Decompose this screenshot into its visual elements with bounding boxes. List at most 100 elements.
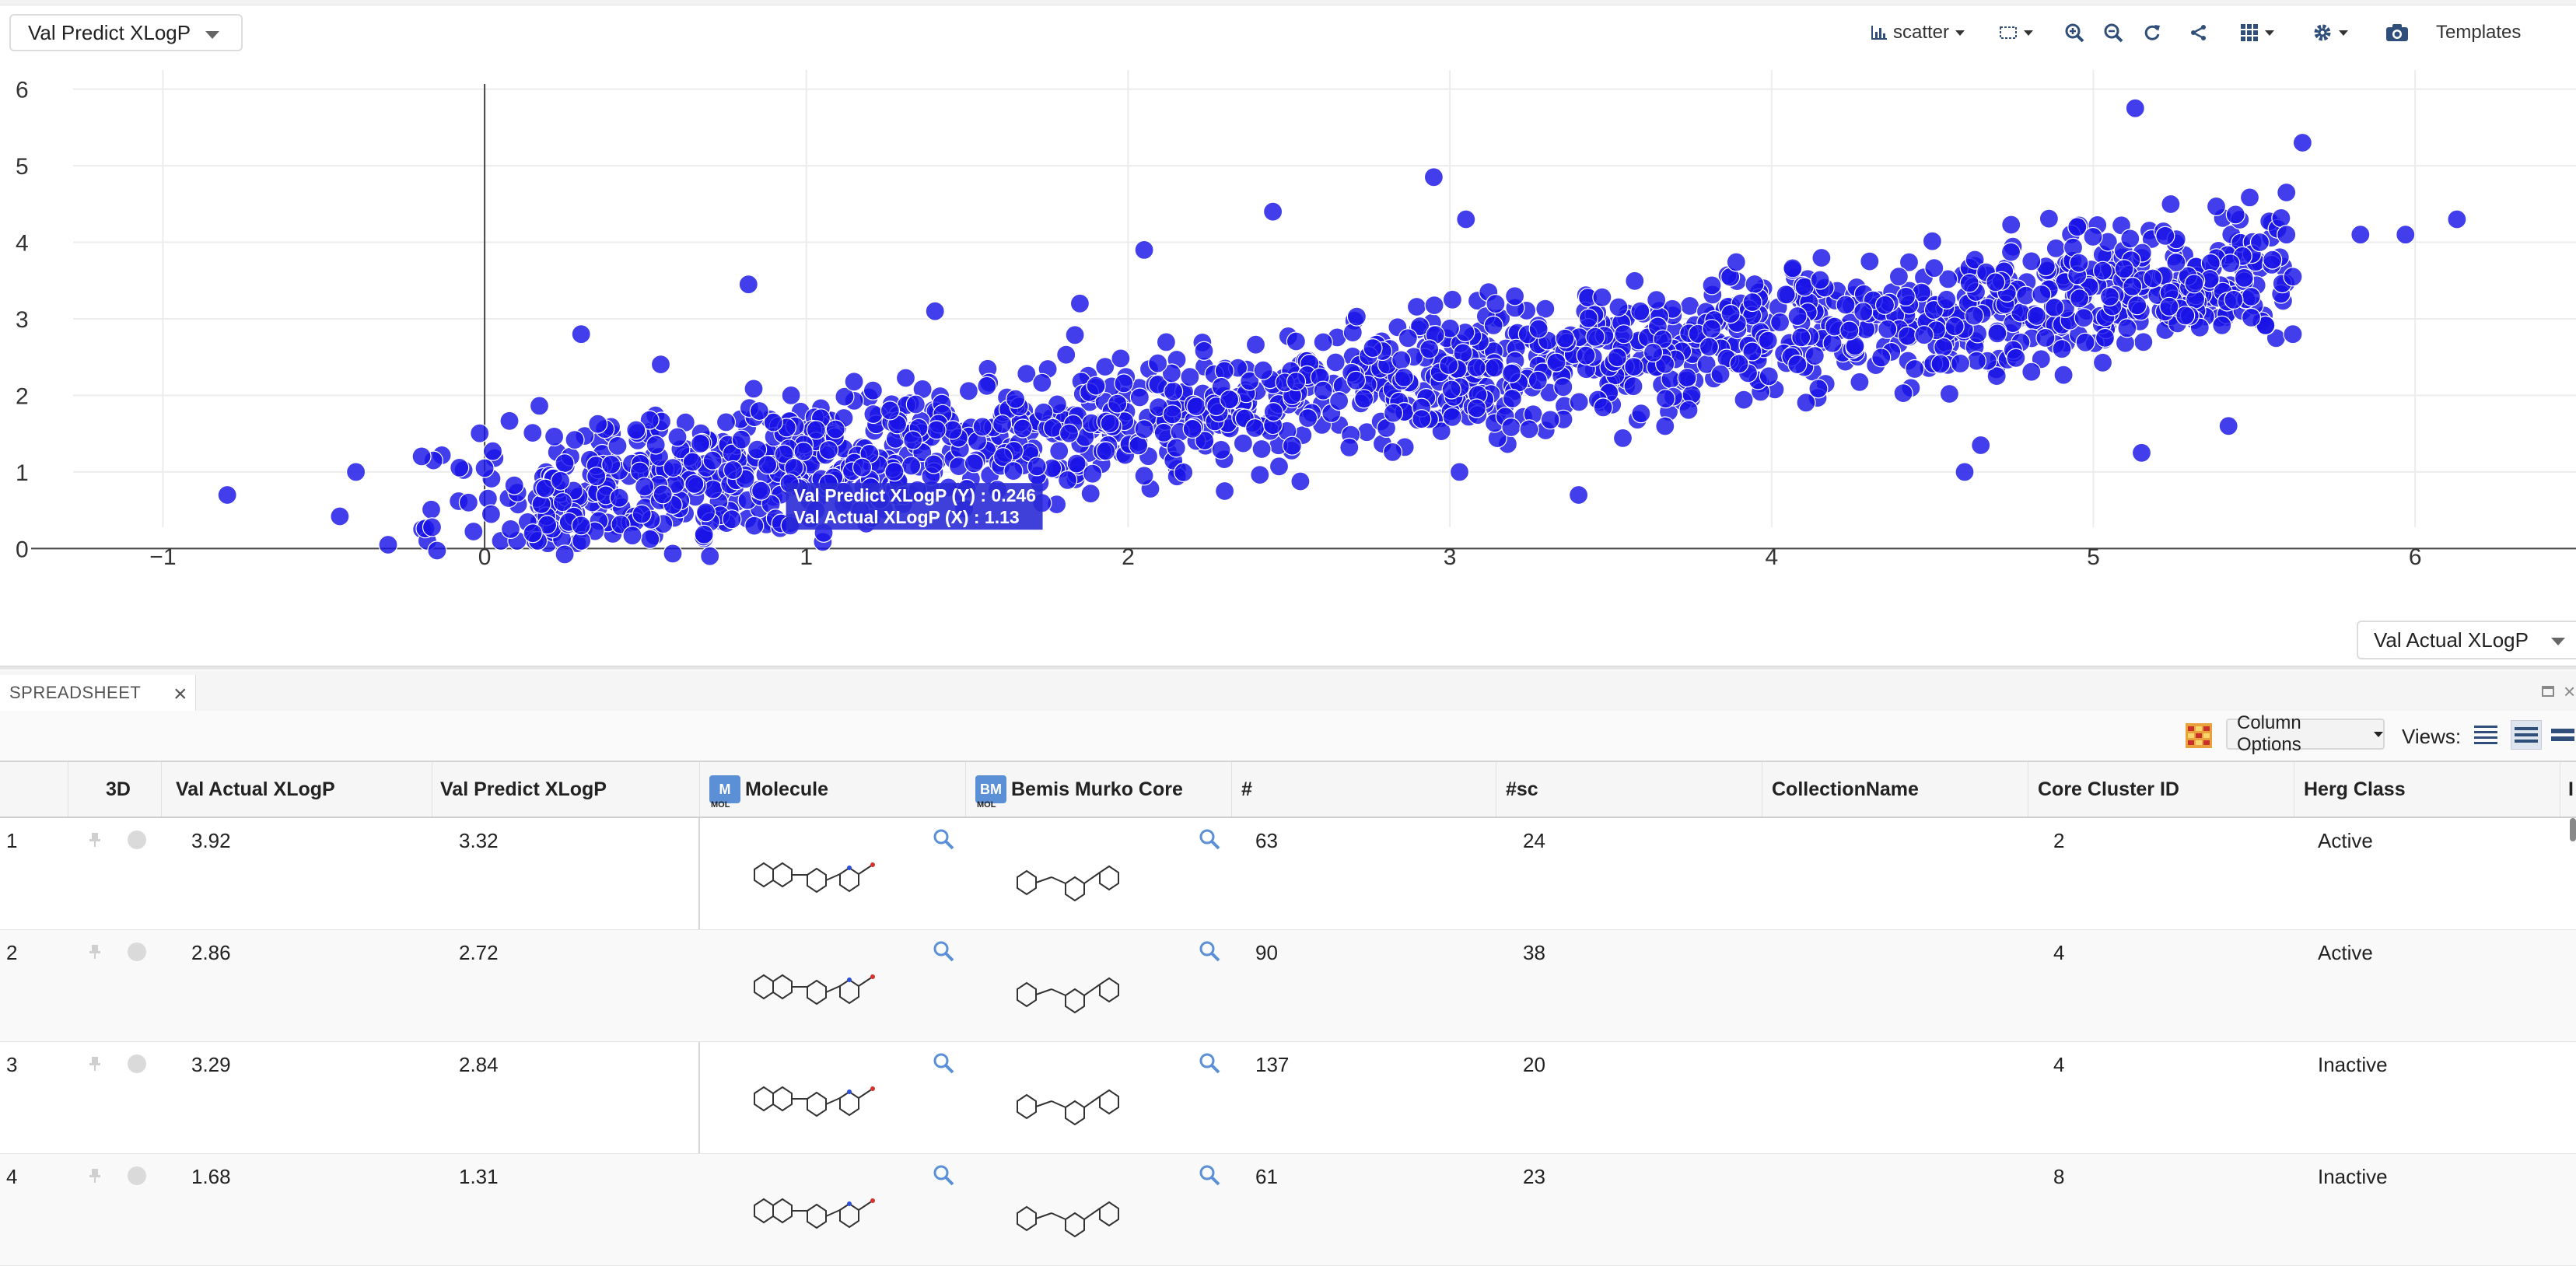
data-point <box>1895 286 1916 306</box>
table-row[interactable]: 2 2.86 2.72 <box>0 930 2576 1042</box>
pin-icon[interactable] <box>87 1168 103 1184</box>
data-point <box>844 372 864 392</box>
scatter-plot[interactable]: −1 0 1 2 3 4 5 6 0 1 2 3 4 5 6 Val Predict XLogP (Y) :… <box>0 70 2576 614</box>
chevron-down-icon <box>2339 30 2348 36</box>
data-point <box>1938 269 1958 289</box>
search-icon[interactable] <box>1198 939 1221 963</box>
data-point <box>537 515 558 535</box>
data-point <box>1555 328 1575 348</box>
x-tick-label: 1 <box>800 544 813 570</box>
data-point <box>1086 376 1106 396</box>
data-point <box>2155 226 2175 246</box>
col-header-murko-label: Bemis Murko Core <box>1011 778 1183 800</box>
search-icon[interactable] <box>1198 827 1221 851</box>
snapshot-button[interactable] <box>2375 16 2419 50</box>
table-row[interactable]: 1 3.92 3.32 <box>0 818 2576 930</box>
data-point <box>427 540 447 561</box>
data-point <box>1095 357 1115 377</box>
col-header-collection[interactable]: CollectionName <box>1762 762 2028 817</box>
data-point <box>1439 355 1459 376</box>
data-point <box>1759 366 1779 386</box>
x-axis-select[interactable]: Val Actual XLogP <box>2357 621 2576 659</box>
layout-grid-dropdown[interactable] <box>2226 16 2288 50</box>
plot-type-dropdown[interactable]: scatter <box>1859 16 1976 50</box>
data-point <box>1059 423 1080 443</box>
data-point <box>1811 247 1832 268</box>
data-point <box>646 435 666 455</box>
col-header-actual[interactable]: Val Actual XLogP <box>165 762 432 817</box>
col-header-sc[interactable]: #sc <box>1496 762 1762 817</box>
select-mode-dropdown[interactable] <box>1985 16 2047 50</box>
data-point <box>1174 462 1194 483</box>
col-header-cluster[interactable]: Core Cluster ID <box>2028 762 2294 817</box>
data-point <box>835 386 855 407</box>
data-point <box>1083 463 1103 484</box>
search-icon[interactable] <box>1198 1051 1221 1075</box>
3d-toggle-icon[interactable] <box>128 943 146 961</box>
data-point <box>992 447 1013 467</box>
3d-toggle-icon[interactable] <box>128 831 146 849</box>
data-point <box>818 440 839 460</box>
search-icon[interactable] <box>932 1163 955 1187</box>
col-header-index[interactable] <box>0 762 68 817</box>
col-header-predict[interactable]: Val Predict XLogP <box>432 762 700 817</box>
select-box-icon <box>2000 26 2017 39</box>
view-compact-button[interactable] <box>2470 720 2501 750</box>
data-point <box>571 516 591 536</box>
col-header-3d[interactable]: 3D <box>68 762 162 817</box>
col-header-herg[interactable]: Herg Class <box>2294 762 2560 817</box>
col-header-molecule[interactable]: M MOL Molecule <box>700 762 966 817</box>
data-point <box>1966 351 1986 371</box>
table-row[interactable]: 4 1.68 1.31 <box>0 1154 2576 1266</box>
pin-icon[interactable] <box>87 832 103 848</box>
column-options-button[interactable]: Column Options <box>2226 712 2385 755</box>
data-point <box>1568 484 1589 505</box>
col-header-trailing[interactable]: I <box>2568 778 2574 800</box>
col-header-murko[interactable]: BM MOL Bemis Murko Core <box>966 762 1232 817</box>
zoom-out-button[interactable] <box>2094 16 2133 50</box>
3d-toggle-icon[interactable] <box>128 1054 146 1073</box>
3d-toggle-icon[interactable] <box>128 1166 146 1185</box>
close-panel-icon[interactable]: × <box>2564 680 2576 703</box>
data-point <box>2127 296 2147 316</box>
y-axis-select[interactable]: Val Predict XLogP <box>9 14 243 51</box>
tab-spreadsheet[interactable]: SPREADSHEET × <box>0 675 196 711</box>
search-icon[interactable] <box>1198 1163 1221 1187</box>
table-row[interactable]: 3 3.29 2.84 <box>0 1042 2576 1154</box>
y-axis-select-value: Val Predict XLogP <box>28 20 191 44</box>
panel-splitter[interactable] <box>0 666 2576 670</box>
reset-button[interactable] <box>2133 16 2172 50</box>
search-icon[interactable] <box>932 1051 955 1075</box>
zoom-in-button[interactable] <box>2055 16 2094 50</box>
view-normal-button[interactable] <box>2511 720 2542 750</box>
data-point <box>1528 319 1549 339</box>
data-point <box>903 430 923 450</box>
data-point <box>2277 182 2297 203</box>
pin-icon[interactable] <box>87 1056 103 1072</box>
search-icon[interactable] <box>932 939 955 963</box>
vertical-scrollbar[interactable] <box>2570 818 2576 841</box>
data-point <box>1959 273 1979 293</box>
share-button[interactable] <box>2179 16 2218 50</box>
data-point <box>1442 289 1463 310</box>
col-header-count[interactable]: # <box>1232 762 1496 817</box>
cell-predict: 3.32 <box>459 829 499 852</box>
search-icon[interactable] <box>932 827 955 851</box>
spreadsheet-toolbar: Column Options Views: <box>0 711 2576 761</box>
data-point <box>635 477 655 497</box>
data-point <box>1576 345 1596 365</box>
data-point <box>1519 419 1539 439</box>
settings-icon <box>2314 24 2331 41</box>
pin-icon[interactable] <box>87 944 103 960</box>
heatmap-icon[interactable] <box>2186 723 2212 748</box>
maximize-icon[interactable] <box>2542 686 2554 697</box>
view-expanded-button[interactable] <box>2550 720 2576 750</box>
templates-button[interactable]: Templates <box>2436 16 2553 50</box>
data-point <box>1166 438 1186 458</box>
close-icon[interactable]: × <box>173 681 187 707</box>
data-point <box>2039 208 2059 229</box>
data-point <box>1888 267 1909 287</box>
data-point <box>1162 404 1182 425</box>
settings-dropdown[interactable] <box>2299 16 2361 50</box>
data-point <box>1032 372 1052 393</box>
